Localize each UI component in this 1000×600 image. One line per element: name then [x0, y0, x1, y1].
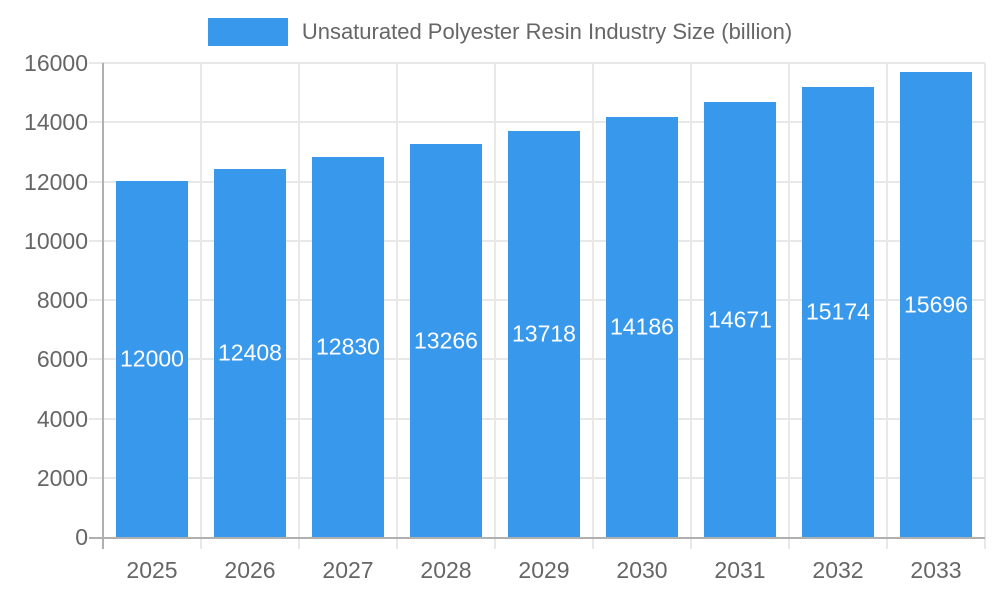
x-tick-label: 2033 — [910, 557, 962, 583]
y-axis: 0 2000 4000 6000 8000 10000 12000 14000 16000 — [0, 0, 88, 600]
y-tick-label: 4000 — [36, 406, 88, 432]
y-tick-label: 6000 — [36, 346, 88, 372]
bar-2027 — [312, 157, 384, 537]
y-tick-label: 0 — [75, 524, 88, 550]
legend-swatch-icon — [207, 18, 288, 46]
plot-area: 12000 12408 12830 13266 13718 14186 14671 15174… — [89, 62, 986, 549]
bar-2032 — [802, 87, 874, 537]
gridline-horizontal — [89, 62, 985, 64]
bar-value-label: 12000 — [120, 345, 184, 372]
bar-2029 — [508, 131, 580, 537]
x-tick-label: 2030 — [616, 557, 668, 583]
y-tick-label: 10000 — [24, 228, 88, 254]
legend-label: Unsaturated Polyester Resin Industry Siz… — [301, 19, 793, 44]
bar-2030 — [606, 117, 678, 537]
y-axis-line — [102, 63, 104, 549]
gridline-vertical — [396, 63, 398, 549]
legend: Unsaturated Polyester Resin Industry Siz… — [0, 18, 1000, 46]
bar-2025 — [116, 181, 188, 537]
bar-value-label: 13266 — [414, 327, 478, 353]
x-tick-label: 2025 — [126, 557, 178, 583]
y-tick-label: 16000 — [24, 50, 88, 76]
bar-value-label: 15696 — [904, 291, 968, 317]
bar-value-label: 12830 — [316, 333, 380, 360]
y-tick-label: 2000 — [36, 465, 88, 491]
x-tick-label: 2026 — [224, 557, 276, 583]
gridline-vertical — [984, 63, 986, 549]
bar-value-label: 13718 — [512, 320, 576, 347]
bar-value-label: 14186 — [610, 313, 674, 340]
x-tick-label: 2032 — [812, 557, 864, 583]
x-tick-label: 2029 — [518, 557, 570, 583]
y-tick-label: 14000 — [24, 109, 88, 135]
bar-value-label: 12408 — [218, 339, 282, 366]
x-tick-label: 2028 — [420, 557, 472, 583]
bar-2026 — [214, 169, 286, 537]
bar-value-label: 14671 — [708, 306, 772, 332]
gridline-vertical — [494, 63, 496, 549]
gridline-vertical — [592, 63, 594, 549]
x-tick-label: 2027 — [322, 557, 374, 583]
gridline-vertical — [200, 63, 202, 549]
gridline-vertical — [690, 63, 692, 549]
bar-2031 — [704, 102, 776, 537]
gridline-vertical — [298, 63, 300, 549]
bar-2033 — [900, 72, 972, 537]
x-axis-line — [89, 537, 985, 539]
gridline-vertical — [886, 63, 888, 549]
y-tick-label: 12000 — [24, 169, 88, 195]
bar-value-label: 15174 — [806, 298, 870, 325]
gridline-horizontal — [89, 121, 985, 123]
gridline-vertical — [788, 63, 790, 549]
y-tick-label: 8000 — [36, 287, 88, 313]
x-tick-label: 2031 — [714, 557, 766, 583]
legend-item[interactable]: Unsaturated Polyester Resin Industry Siz… — [207, 18, 793, 46]
bar-2028 — [410, 144, 482, 537]
